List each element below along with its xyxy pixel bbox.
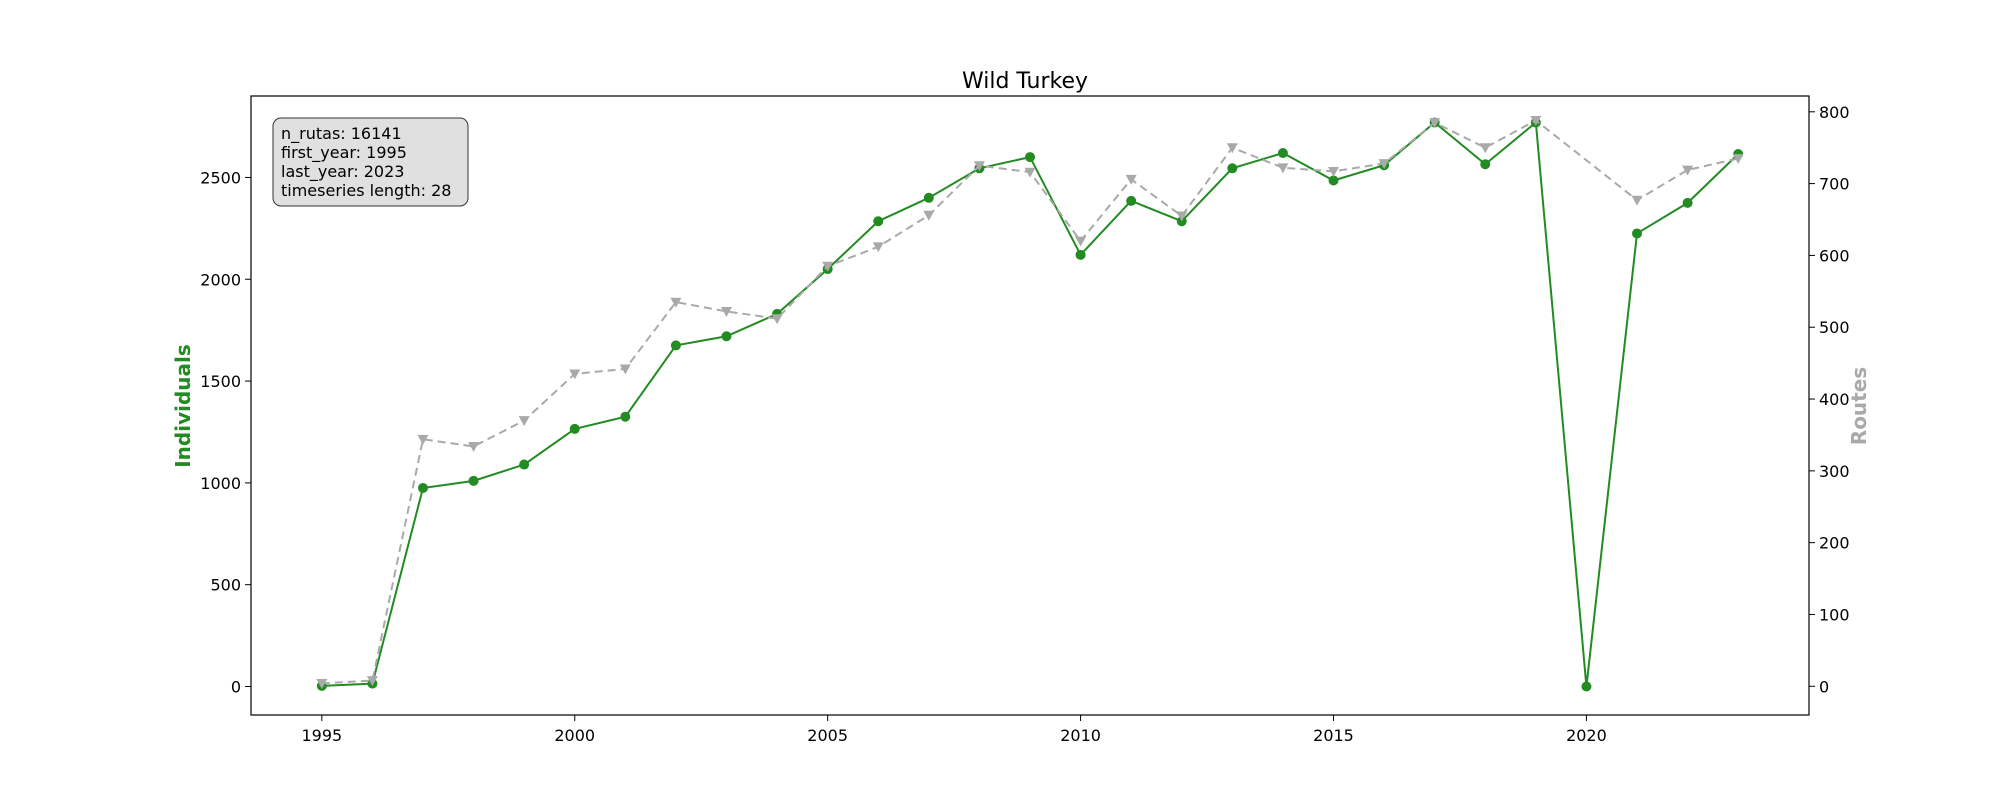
data-point-routes: [822, 261, 834, 272]
y-right-tick-label: 200: [1819, 534, 1850, 553]
data-point-individuals: [1277, 148, 1288, 159]
data-point-routes: [973, 161, 985, 172]
data-point-individuals: [1632, 228, 1643, 239]
data-point-routes: [316, 679, 328, 689]
data-point-routes: [1378, 159, 1390, 170]
data-point-routes: [1226, 143, 1238, 154]
data-point-routes: [1075, 236, 1087, 247]
data-point-routes: [923, 210, 935, 221]
plot-frame: [250, 95, 1810, 716]
data-point-routes: [1176, 211, 1188, 222]
series-line-individuals: [321, 120, 1739, 687]
y-right-tick-label: 500: [1819, 318, 1850, 337]
series-line-routes: [321, 119, 1739, 685]
y-left-tick-label: 2500: [200, 168, 241, 187]
data-point-individuals: [1126, 195, 1137, 206]
data-point-routes: [569, 369, 581, 380]
data-point-individuals: [1075, 249, 1086, 260]
data-point-individuals: [1328, 175, 1339, 186]
data-point-individuals: [670, 340, 681, 351]
y-right-tick-label: 0: [1819, 677, 1829, 696]
annotation-line: n_rutas: 16141: [281, 124, 402, 144]
y-right-tick-label: 800: [1819, 103, 1850, 122]
y-axis-label-left: Individuals: [171, 344, 195, 468]
data-point-individuals: [1682, 197, 1693, 208]
y-right-tick-label: 300: [1819, 462, 1850, 481]
x-tick-label: 1995: [301, 726, 342, 745]
data-point-routes: [1125, 174, 1137, 185]
data-point-routes: [1631, 195, 1643, 206]
data-point-routes: [1024, 167, 1036, 178]
data-point-individuals: [569, 423, 580, 434]
data-point-routes: [1479, 143, 1491, 154]
plot-area: 1995 2000 2005 2010 2015 20200500100015002000…: [200, 95, 1850, 745]
y-right-tick-label: 600: [1819, 246, 1850, 265]
annotation-line: first_year: 1995: [281, 143, 407, 163]
y-axis-label-right: Routes: [1847, 367, 1871, 445]
annotation-background: [272, 117, 469, 207]
stats-annotation: n_rutas: 16141 first_year: 1995 last_yea…: [272, 117, 469, 207]
y-left-tick-label: 1000: [200, 474, 241, 493]
y-left-tick-label: 1500: [200, 372, 241, 391]
y-left-tick-label: 2000: [200, 270, 241, 289]
data-point-individuals: [620, 411, 631, 422]
data-point-individuals: [1480, 159, 1491, 170]
y-left-tick-label: 0: [231, 677, 241, 696]
data-point-individuals: [1581, 681, 1592, 692]
data-point-routes: [1328, 167, 1340, 177]
data-point-routes: [1732, 154, 1744, 164]
data-point-individuals: [1227, 163, 1238, 174]
data-point-individuals: [417, 482, 428, 493]
y-right-tick-label: 700: [1819, 175, 1850, 194]
data-point-routes: [417, 434, 429, 445]
data-point-routes: [518, 416, 530, 427]
data-point-individuals: [873, 216, 884, 227]
data-point-routes: [1277, 163, 1289, 174]
data-point-routes: [1429, 118, 1441, 129]
y-right-tick-label: 400: [1819, 390, 1850, 409]
x-tick-label: 2005: [807, 726, 848, 745]
data-point-routes: [771, 314, 783, 325]
data-point-routes: [720, 307, 732, 317]
data-point-routes: [619, 364, 631, 375]
data-point-individuals: [468, 475, 479, 486]
data-point-routes: [670, 297, 682, 308]
x-tick-label: 2015: [1313, 726, 1354, 745]
y-left-tick-label: 500: [210, 576, 241, 595]
data-point-routes: [1682, 165, 1694, 176]
x-tick-label: 2010: [1060, 726, 1101, 745]
y-right-tick-label: 100: [1819, 605, 1850, 624]
data-point-routes: [1530, 116, 1542, 126]
chart-title: Wild Turkey: [962, 69, 1088, 94]
data-point-individuals: [923, 192, 934, 203]
data-point-individuals: [519, 459, 530, 470]
data-point-routes: [872, 242, 884, 253]
data-point-individuals: [1025, 152, 1035, 163]
data-point-routes: [468, 442, 480, 452]
data-point-individuals: [721, 331, 732, 342]
annotation-line: last_year: 2023: [281, 162, 404, 182]
annotation-line: timeseries length: 28: [281, 181, 451, 200]
x-tick-label: 2020: [1566, 726, 1607, 745]
x-tick-label: 2000: [554, 726, 595, 745]
data-point-routes: [366, 676, 378, 687]
